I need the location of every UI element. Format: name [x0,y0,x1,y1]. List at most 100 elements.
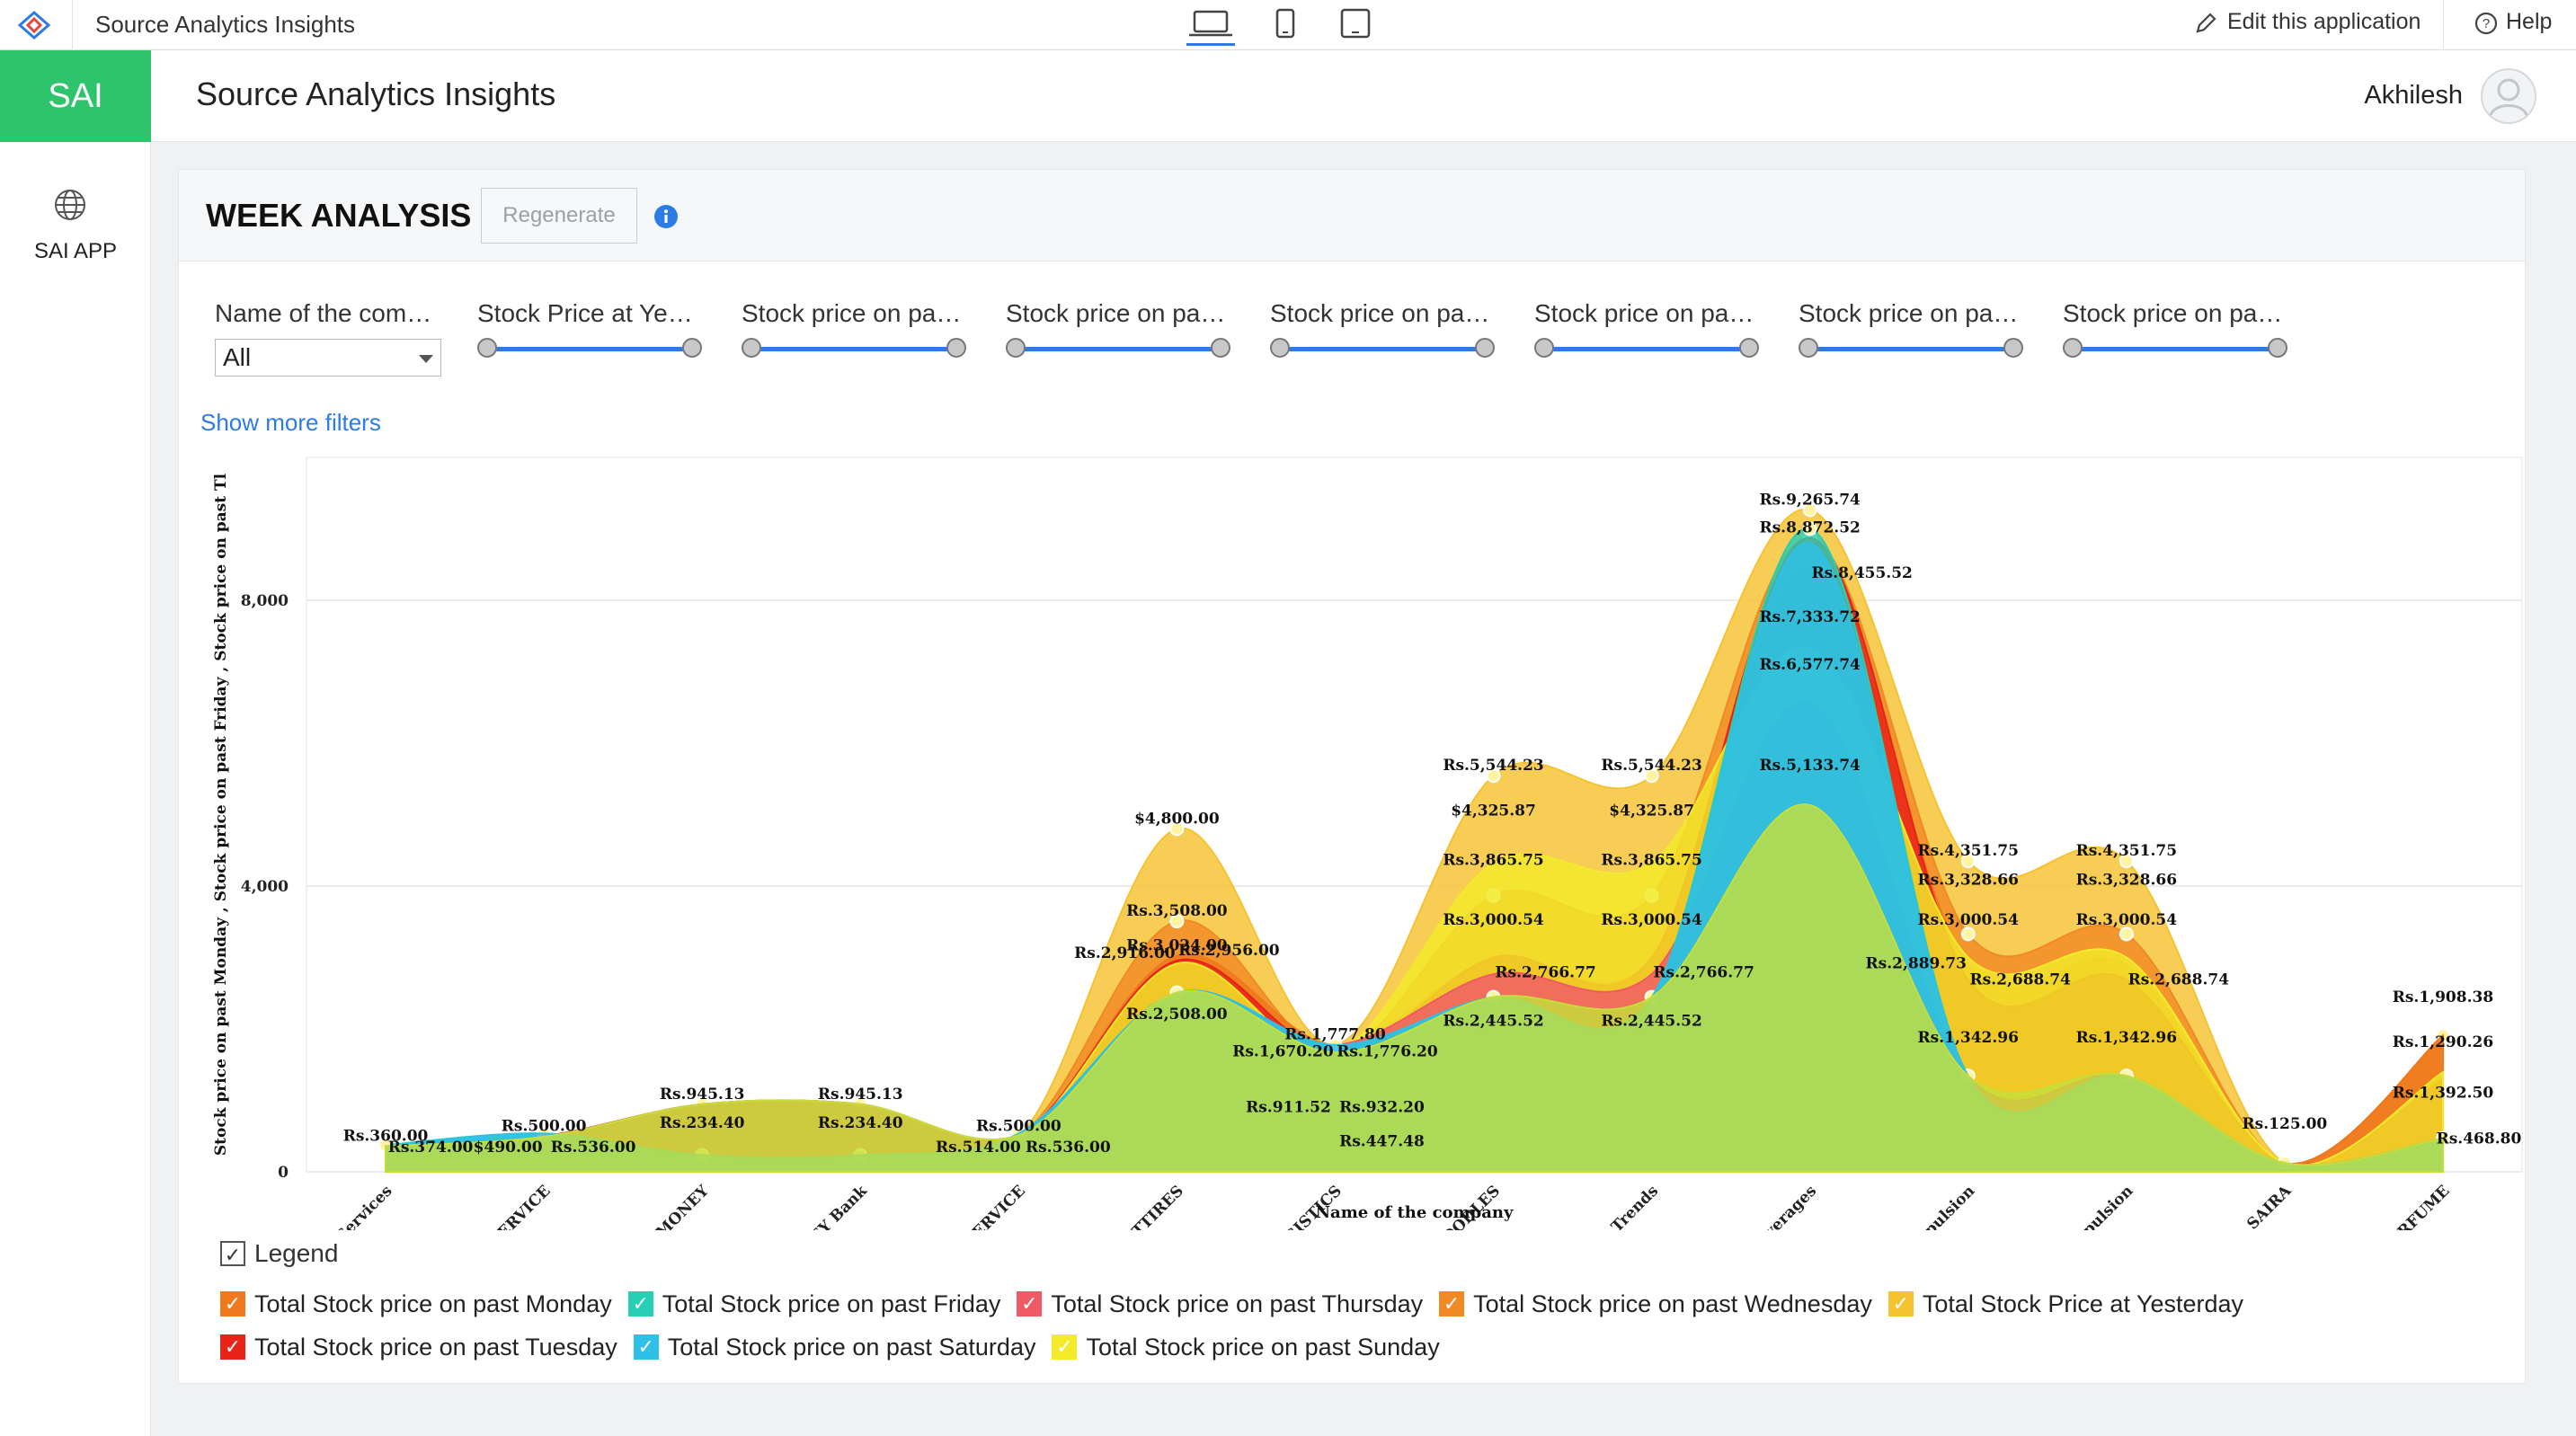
slider-min-handle[interactable] [1799,338,1818,358]
data-point [1486,768,1501,784]
checkbox-icon[interactable]: ✓ [1439,1291,1465,1316]
slider-track[interactable] [752,347,955,351]
slider-max-handle[interactable] [1739,338,1759,358]
legend-toggle[interactable]: ✓ Legend [220,1239,338,1268]
range-slider[interactable] [1270,335,1495,362]
legend-item[interactable]: ✓ Total Stock price on past Saturday [633,1325,1035,1369]
slider-max-handle[interactable] [1211,338,1230,358]
checkbox-icon[interactable]: ✓ [220,1241,245,1266]
slider-max-handle[interactable] [946,338,966,358]
slider-track[interactable] [2074,347,2277,351]
data-label: Rs.7,333.72 [1759,608,1860,626]
x-tick-label: FAME SERVICE [448,1182,555,1230]
legend-item[interactable]: ✓ Total Stock price on past Sunday [1052,1325,1440,1369]
data-point [1169,914,1185,929]
filter-label: Stock price on pas... [2063,299,2287,327]
data-label: Rs.3,865.75 [1443,852,1543,870]
y-tick-label: 4,000 [241,878,289,896]
legend-label: Total Stock price on past Monday [254,1290,612,1317]
slider-min-handle[interactable] [1006,338,1026,358]
regenerate-button[interactable]: Regenerate [481,188,637,244]
data-label: Rs.1,670.20 [1232,1043,1334,1061]
range-slider[interactable] [1006,335,1230,362]
info-icon[interactable] [653,204,679,229]
legend-item[interactable]: ✓ Total Stock price on past Friday [627,1282,1000,1325]
laptop-view-button[interactable] [1186,7,1235,46]
data-label: Rs.468.80 [2437,1130,2522,1148]
laptop-icon [1189,10,1232,37]
checkbox-icon[interactable]: ✓ [1017,1291,1043,1316]
data-label: Rs.2,445.52 [1443,1013,1543,1031]
slider-track[interactable] [488,347,691,351]
company-filter: Name of the comp... All [215,299,441,377]
help-icon: ? [2474,12,2498,35]
top-bar: Source Analytics Insights Edit this appl… [0,0,2576,50]
filter-label: Stock price on pas... [742,299,966,327]
slider-track[interactable] [1017,347,1220,351]
slider-max-handle[interactable] [2268,338,2287,358]
show-more-filters-link[interactable]: Show more filters [200,409,381,436]
legend-item[interactable]: ✓ Total Stock price on past Tuesday [220,1325,617,1369]
checkbox-icon[interactable]: ✓ [1052,1334,1078,1360]
slider-max-handle[interactable] [682,338,702,358]
legend-label: Total Stock price on past Wednesday [1473,1290,1872,1317]
legend-item[interactable]: ✓ Total Stock price on past Thursday [1017,1282,1423,1325]
page-title: Source Analytics Insights [196,75,556,112]
globe-icon [55,190,85,220]
data-point [1802,521,1817,536]
legend-item[interactable]: ✓ Total Stock Price at Yesterday [1888,1282,2243,1325]
chart-legend: ✓ Total Stock price on past Monday ✓ Total … [220,1282,2521,1369]
checkbox-icon[interactable]: ✓ [220,1291,245,1316]
report-card: WEEK ANALYSIS Regenerate Name of the com… [178,169,2526,1384]
app-logo-icon[interactable] [13,9,56,41]
slider-track[interactable] [1809,347,2012,351]
slider-track[interactable] [1545,347,1748,351]
checkbox-icon[interactable]: ✓ [633,1334,659,1360]
x-tick-label: GOLDEN ATTIRES [1063,1182,1187,1230]
data-label: Rs.4,351.75 [1918,842,2019,860]
company-select[interactable]: All [215,339,441,377]
data-label: $490.00 [474,1139,543,1157]
data-label: Rs.3,024.00 [1126,937,1228,955]
slider-min-handle[interactable] [477,338,497,358]
checkbox-icon[interactable]: ✓ [1888,1291,1914,1316]
mobile-view-button[interactable] [1269,7,1301,43]
checkbox-icon[interactable]: ✓ [627,1291,653,1316]
legend-item[interactable]: ✓ Total Stock price on past Monday [220,1282,612,1325]
checkbox-icon[interactable]: ✓ [220,1334,245,1360]
data-label: Rs.5,544.23 [1601,757,1701,775]
legend-title: Legend [254,1239,339,1267]
tablet-view-button[interactable] [1337,7,1373,43]
slider-max-handle[interactable] [1475,338,1495,358]
sidebar-item-label: SAI APP [33,239,118,263]
data-label: Rs.2,766.77 [1653,964,1754,982]
slider-min-handle[interactable] [742,338,761,358]
data-label: Rs.932.20 [1339,1099,1425,1117]
range-filter: Stock price on pas...Rs.120.0CRs.8,880.( [1006,299,1230,358]
range-slider[interactable] [1799,335,2023,362]
range-slider[interactable] [477,335,702,362]
data-label: Rs.8,872.52 [1759,519,1860,537]
data-label: Rs.1,908.38 [2393,988,2493,1006]
range-slider[interactable] [1534,335,1759,362]
slider-max-handle[interactable] [2003,338,2023,358]
range-slider[interactable] [2063,335,2287,362]
slider-min-handle[interactable] [1534,338,1554,358]
slider-track[interactable] [1281,347,1484,351]
user-name[interactable]: Akhilesh [2364,81,2463,110]
legend-item[interactable]: ✓ Total Stock price on past Wednesday [1439,1282,1872,1325]
avatar-icon[interactable] [2479,66,2538,126]
data-label: Rs.2,445.52 [1601,1013,1701,1031]
app-tile[interactable]: SAI [0,50,151,142]
app-title: Source Analytics Insights [95,11,356,38]
x-tick-label: SAIRA [2243,1182,2296,1230]
range-slider[interactable] [742,335,966,362]
data-point [1960,854,1976,869]
slider-min-handle[interactable] [2063,338,2083,358]
range-filter: Stock price on pas...Rs.130.0CRs.5,140.( [1270,299,1495,358]
slider-min-handle[interactable] [1270,338,1290,358]
data-label: Rs.2,508.00 [1126,1006,1228,1024]
edit-application-link[interactable]: Edit this application [2227,9,2421,34]
data-point [1169,821,1185,837]
help-link[interactable]: Help [2506,9,2553,34]
